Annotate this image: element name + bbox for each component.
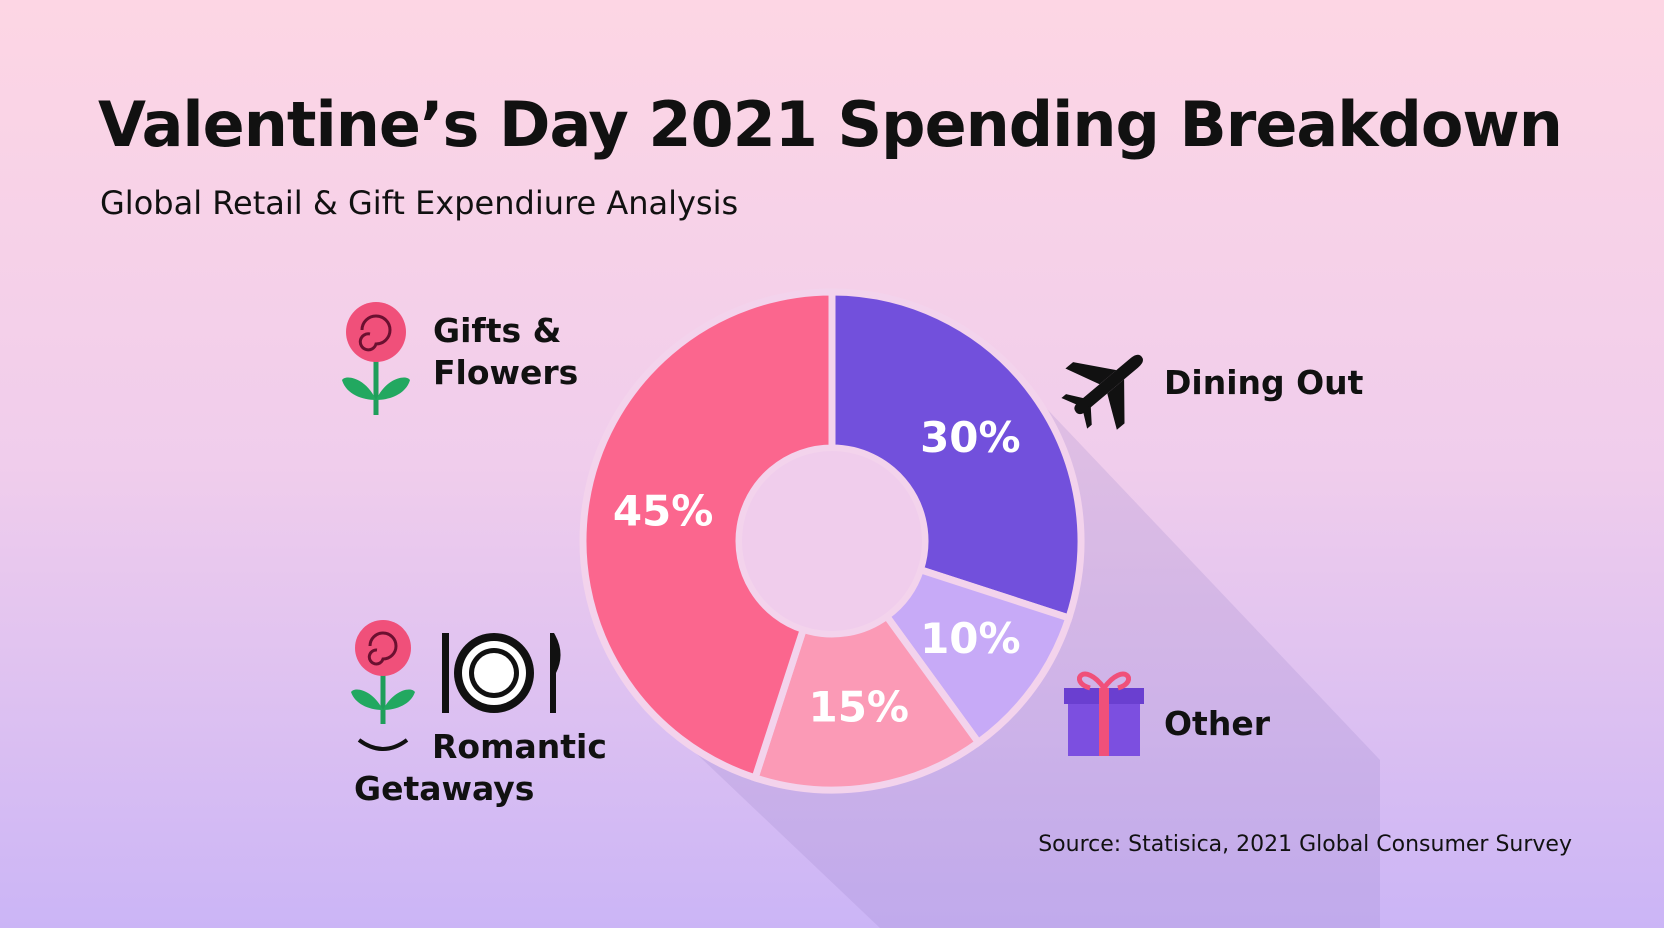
chart-subtitle: Global Retail & Gift Expendiure Analysis: [100, 184, 739, 222]
legend-label: Dining Out: [1164, 363, 1364, 402]
donut-slice: [579, 288, 836, 783]
source-note: Source: Statisica, 2021 Global Consumer …: [1038, 832, 1572, 857]
value-label: 30%: [920, 413, 1021, 462]
rose-icon: [351, 620, 415, 751]
legend-label: Gifts & Flowers: [433, 311, 579, 392]
plate-icon: [442, 633, 561, 713]
legend-label: Romantic Getaways: [354, 727, 607, 808]
value-label: 10%: [920, 614, 1021, 663]
donut-hole: [742, 451, 922, 631]
gift-icon: [1064, 671, 1144, 756]
rose-icon: [342, 302, 410, 415]
value-label: 45%: [613, 487, 714, 536]
value-label: 15%: [808, 682, 909, 731]
donut-slice: [750, 611, 984, 794]
legend-label: Other: [1164, 704, 1270, 743]
plane-icon: [1061, 354, 1143, 430]
chart-title: Valentine’s Day 2021 Spending Breakdown: [98, 88, 1563, 161]
donut-slice: [828, 288, 1085, 623]
